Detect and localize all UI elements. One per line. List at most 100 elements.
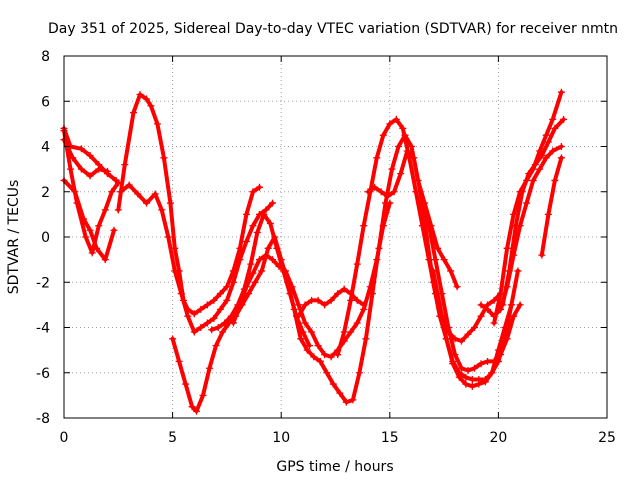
data-point-marker xyxy=(190,310,198,318)
data-point-marker xyxy=(177,290,185,298)
data-point-marker xyxy=(262,206,270,214)
data-point-marker xyxy=(340,285,348,293)
data-point-marker xyxy=(377,188,385,196)
data-point-marker xyxy=(453,283,461,291)
data-point-marker xyxy=(503,244,511,252)
data-point-marker xyxy=(323,369,331,377)
data-point-marker xyxy=(481,378,489,386)
axis-ticks xyxy=(63,55,608,419)
data-point-marker xyxy=(210,296,218,304)
data-point-marker xyxy=(490,296,498,304)
data-point-marker xyxy=(462,380,470,388)
data-point-marker xyxy=(249,269,257,277)
data-point-marker xyxy=(203,319,211,327)
data-point-marker xyxy=(471,324,479,331)
data-point-marker xyxy=(394,143,402,150)
data-point-marker xyxy=(301,319,309,327)
data-point-marker xyxy=(86,226,94,234)
data-point-marker xyxy=(462,373,470,381)
data-point-marker xyxy=(286,290,294,298)
data-point-marker xyxy=(197,305,205,313)
data-point-marker xyxy=(169,335,177,343)
data-point-marker xyxy=(282,267,290,275)
data-point-marker xyxy=(166,199,174,207)
data-point-marker xyxy=(336,389,344,397)
data-point-marker xyxy=(236,301,244,309)
data-point-marker xyxy=(77,165,85,173)
plot-frame xyxy=(63,55,608,419)
data-point-marker xyxy=(542,154,550,162)
data-point-marker xyxy=(214,324,222,331)
data-point-marker xyxy=(542,131,550,139)
data-point-marker xyxy=(514,267,522,275)
y-tick-labels: -8 -6 -4 -2 0 2 4 6 8 xyxy=(36,49,50,427)
x-tick-label: 20 xyxy=(489,430,507,446)
data-point-marker xyxy=(82,233,90,241)
data-point-marker xyxy=(510,312,518,320)
series-line xyxy=(209,212,312,348)
data-point-marker xyxy=(151,190,159,198)
data-point-marker xyxy=(327,353,335,361)
data-point-marker xyxy=(210,314,218,322)
data-point-marker xyxy=(362,335,370,343)
data-point-marker xyxy=(101,256,109,264)
data-point-marker xyxy=(182,380,190,388)
series-line xyxy=(539,155,564,258)
data-point-marker xyxy=(247,260,255,268)
data-point-marker xyxy=(499,301,507,309)
y-tick-label: 0 xyxy=(41,230,50,246)
data-point-marker xyxy=(484,305,492,313)
data-point-marker xyxy=(347,296,355,304)
data-point-marker xyxy=(269,199,277,207)
data-point-marker xyxy=(203,301,211,309)
data-point-marker xyxy=(136,90,144,98)
data-point-marker xyxy=(468,382,476,390)
data-point-marker xyxy=(360,222,368,230)
data-point-marker xyxy=(388,165,396,173)
data-point-marker xyxy=(403,147,411,155)
data-point-marker xyxy=(327,296,335,304)
data-point-marker xyxy=(242,283,250,291)
data-point-marker xyxy=(349,396,357,404)
data-point-marker xyxy=(397,170,405,178)
data-point-marker xyxy=(379,131,387,139)
data-point-marker xyxy=(447,267,455,275)
data-point-marker xyxy=(253,228,261,236)
data-point-marker xyxy=(188,403,196,411)
data-point-marker xyxy=(77,145,85,153)
data-point-marker xyxy=(449,360,457,368)
x-tick-label: 5 xyxy=(168,430,177,446)
data-point-marker xyxy=(560,115,568,123)
data-point-marker xyxy=(464,330,472,338)
y-tick-label: 2 xyxy=(41,185,50,201)
data-point-marker xyxy=(468,376,476,384)
series-line xyxy=(335,117,503,357)
data-point-marker xyxy=(334,290,342,298)
data-point-marker xyxy=(171,267,179,275)
data-point-marker xyxy=(95,222,103,230)
data-point-marker xyxy=(255,256,263,264)
data-point-marker xyxy=(364,188,372,196)
data-point-marker xyxy=(212,342,220,350)
data-point-marker xyxy=(518,188,526,196)
series-line xyxy=(420,207,523,373)
data-point-marker xyxy=(80,215,88,223)
data-point-marker xyxy=(557,88,565,96)
data-point-marker xyxy=(501,324,509,331)
data-point-marker xyxy=(549,147,557,155)
data-point-marker xyxy=(340,328,348,336)
data-point-marker xyxy=(314,342,322,350)
data-point-marker xyxy=(494,346,502,354)
data-point-marker xyxy=(549,115,557,123)
data-point-marker xyxy=(143,199,151,207)
data-point-marker xyxy=(134,190,142,198)
data-point-marker xyxy=(353,260,361,268)
data-point-marker xyxy=(303,346,311,354)
data-point-marker xyxy=(512,222,520,230)
data-point-marker xyxy=(86,172,94,180)
data-point-marker xyxy=(353,296,361,304)
y-tick-label: -4 xyxy=(36,321,50,337)
data-point-marker xyxy=(451,351,459,359)
data-point-marker xyxy=(223,283,231,291)
